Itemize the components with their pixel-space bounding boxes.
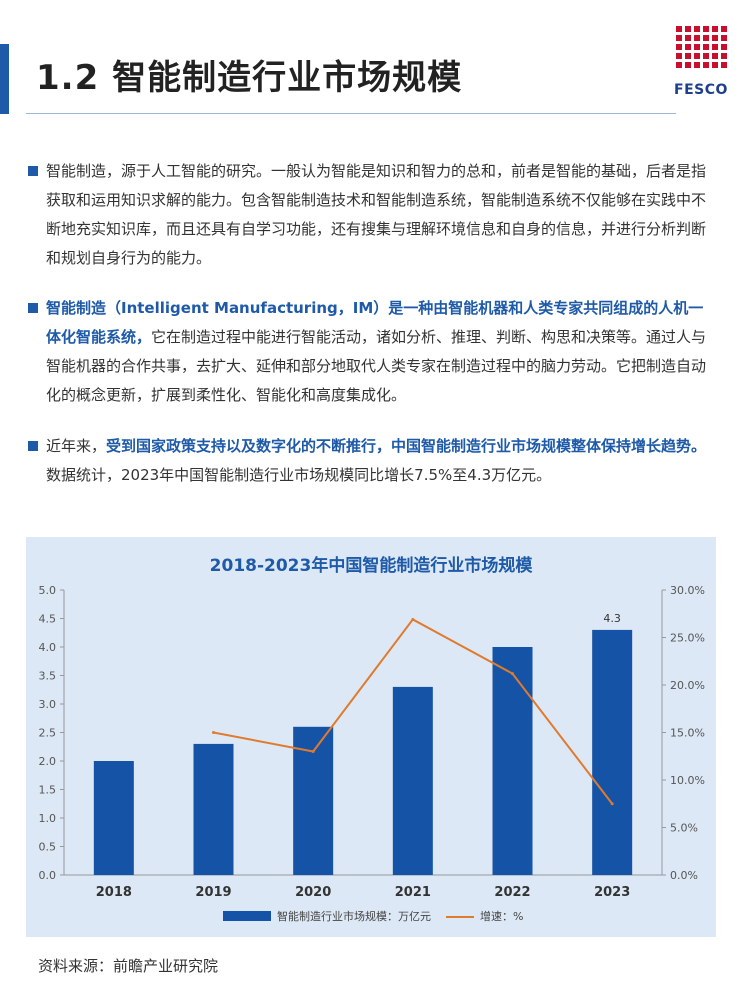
legend-bar-label: 智能制造行业市场规模：万亿元 (277, 909, 431, 923)
y2-tick-label: 10.0% (670, 774, 705, 787)
y-tick-label: 1.0 (39, 812, 57, 825)
growth-point-2020 (311, 750, 315, 753)
chart-title: 2018-2023年中国智能制造行业市场规模 (209, 556, 533, 576)
bar-2021 (392, 686, 433, 875)
paragraph-2-highlight: 智能制造（Intelligent Manufacturing，IM）是一种由智能… (46, 299, 704, 346)
paragraph-1-text: 智能制造，源于人工智能的研究。一般认为智能是知识和智力的总和，前者是智能的基础，… (46, 162, 707, 267)
bar-2019 (193, 743, 234, 875)
market-size-chart: 0.0 0.5 1.0 1.5 2.0 2.5 3.0 3.5 4.0 4.5 5.0 0.0% 5.0… (39, 584, 705, 923)
paragraph-2-text: 它在制造过程中能进行智能活动，诸如分析、推理、判断、构思和决策等。通过人与智能机… (46, 328, 707, 404)
title-divider (26, 113, 676, 114)
logo-text: FESCO (674, 82, 728, 98)
y-tick-label: 3.5 (39, 670, 57, 683)
legend-bar-swatch (223, 911, 271, 921)
x-tick-label: 2018 (96, 885, 132, 900)
y2-tick-label: 15.0% (670, 727, 705, 740)
y-tick-label: 3.0 (39, 698, 57, 711)
bullet-square-icon (28, 303, 38, 313)
y2-tick-label: 30.0% (670, 584, 705, 597)
paragraph-2: 智能制造（Intelligent Manufacturing，IM）是一种由智能… (28, 294, 718, 410)
title-accent-bar (0, 44, 9, 114)
bar-2022 (492, 647, 533, 875)
paragraph-1: 智能制造，源于人工智能的研究。一般认为智能是知识和智力的总和，前者是智能的基础，… (28, 157, 718, 273)
bar-2018 (93, 761, 134, 875)
data-label-2023: 4.3 (603, 612, 621, 625)
x-tick-label: 2019 (195, 885, 231, 900)
y-tick-label: 4.5 (39, 613, 57, 626)
bullet-square-icon (28, 166, 38, 176)
paragraph-3-lead: 近年来， (46, 437, 107, 455)
paragraph-3: 近年来，受到国家政策支持以及数字化的不断推行，中国智能制造行业市场规模整体保持增… (28, 432, 718, 490)
y-tick-label: 0.5 (39, 841, 57, 854)
growth-point-2021 (411, 617, 415, 621)
x-tick-label: 2020 (295, 885, 331, 900)
y-tick-label: 1.5 (39, 784, 57, 797)
growth-point-2022 (511, 672, 514, 676)
page-title: 1.2 智能制造行业市场规模 (36, 58, 463, 98)
y-tick-label: 4.0 (39, 641, 57, 654)
y-tick-label: 2.5 (39, 727, 57, 740)
growth-point-2019 (212, 731, 215, 734)
paragraph-3-highlight: 受到国家政策支持以及数字化的不断推行，中国智能制造行业市场规模整体保持增长趋势。 (106, 437, 707, 455)
legend-line-label: 增速：% (480, 909, 523, 923)
source-note: 资料来源：前瞻产业研究院 (38, 957, 219, 975)
y2-tick-label: 5.0% (670, 822, 698, 835)
x-tick-label: 2021 (395, 885, 431, 900)
y2-tick-label: 25.0% (670, 632, 705, 645)
fesco-logo: FESCO (672, 24, 730, 104)
bullet-square-icon (28, 441, 38, 451)
bar-2023 (592, 629, 633, 875)
chart-panel: 2018-2023年中国智能制造行业市场规模 0.0 0.5 1.0 1.5 2.0 2.… (26, 537, 716, 937)
paragraph-3-text: 数据统计，2023年中国智能制造行业市场规模同比增长7.5%至4.3万亿元。 (46, 466, 552, 484)
growth-point-2023 (610, 802, 614, 806)
y-tick-label: 2.0 (39, 755, 57, 768)
x-tick-label: 2022 (494, 885, 530, 900)
y-tick-label: 0.0 (39, 869, 57, 882)
logo-dot-grid-icon (676, 26, 727, 68)
y2-tick-label: 0.0% (670, 869, 698, 882)
y2-tick-label: 20.0% (670, 679, 705, 692)
y-tick-label: 5.0 (39, 584, 57, 597)
x-tick-label: 2023 (594, 885, 630, 900)
